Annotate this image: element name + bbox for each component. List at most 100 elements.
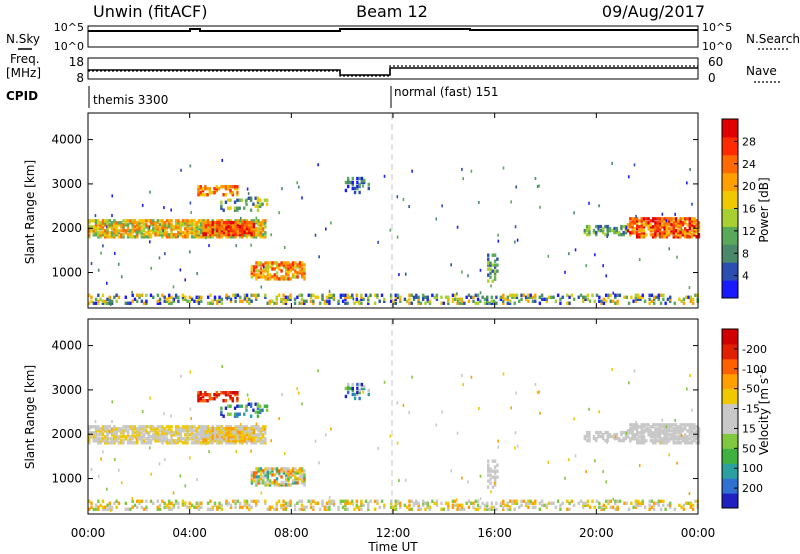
range-cell — [101, 227, 105, 231]
range-cell — [626, 229, 630, 233]
range-cell — [325, 299, 329, 303]
range-cell — [129, 233, 132, 237]
range-cell — [556, 499, 560, 503]
range-cell — [609, 299, 612, 303]
range-cell — [216, 226, 219, 231]
range-cell — [360, 382, 364, 387]
range-cell — [229, 185, 232, 189]
range-cell — [383, 299, 386, 303]
range-cell — [642, 233, 646, 237]
range-cell — [668, 439, 671, 443]
range-cell — [487, 459, 490, 463]
range-cell — [168, 429, 171, 433]
range-cell — [300, 503, 304, 507]
range-cell — [330, 499, 333, 503]
range-cell — [190, 227, 194, 231]
range-cell — [257, 227, 260, 231]
range-cell — [195, 439, 198, 443]
range-cell — [408, 507, 411, 511]
range-cell — [515, 185, 518, 189]
range-cell — [211, 507, 214, 511]
range-cell — [161, 227, 164, 231]
colorbar-cell — [722, 493, 738, 509]
range-cell — [598, 505, 601, 509]
range-cell — [213, 223, 217, 227]
range-cell — [355, 505, 359, 509]
range-cell — [190, 429, 194, 433]
range-cell — [461, 167, 463, 171]
range-cell — [690, 217, 694, 221]
range-cell — [204, 430, 208, 435]
freq-left-tick-bottom: 8 — [76, 71, 84, 85]
range-cell — [694, 293, 697, 297]
range-cell — [220, 219, 224, 223]
range-cell — [254, 295, 258, 299]
range-cell — [697, 221, 701, 225]
range-cell — [275, 471, 279, 475]
range-cell — [188, 505, 192, 509]
range-cell — [236, 393, 239, 397]
range-cell — [591, 293, 594, 297]
range-cell — [271, 261, 274, 265]
range-cell — [264, 431, 267, 435]
range-cell — [200, 441, 203, 445]
range-cell — [383, 174, 386, 178]
range-cell — [674, 225, 678, 229]
range-cell — [670, 425, 673, 429]
range-cell — [220, 226, 224, 231]
colorbar-tick-label: 8 — [742, 247, 749, 260]
range-cell — [356, 382, 359, 387]
range-cell — [189, 456, 191, 460]
range-cell — [651, 227, 655, 231]
range-cell — [688, 286, 691, 290]
range-cell — [244, 296, 246, 300]
range-cell — [697, 431, 701, 435]
range-cell — [113, 439, 116, 443]
range-cell — [356, 184, 359, 189]
range-cell — [106, 429, 109, 433]
range-cell — [149, 441, 153, 445]
range-cell — [149, 435, 153, 439]
range-cell — [296, 263, 299, 267]
range-cell — [297, 185, 300, 189]
range-cell — [174, 429, 178, 433]
range-cell — [552, 295, 555, 299]
range-cell — [597, 434, 600, 439]
range-cell — [287, 473, 290, 477]
range-cell — [206, 434, 210, 439]
range-cell — [238, 235, 242, 239]
range-cell — [458, 503, 461, 507]
range-cell — [531, 295, 535, 299]
range-cell — [248, 222, 251, 227]
range-cell — [514, 431, 517, 435]
range-cell — [106, 219, 109, 223]
range-cell — [133, 503, 137, 507]
range-cell — [690, 235, 694, 239]
range-cell — [195, 295, 198, 299]
range-cell — [689, 168, 691, 172]
range-cell — [225, 428, 228, 433]
range-cell — [145, 505, 148, 509]
range-cell — [250, 441, 253, 445]
range-cell — [654, 433, 657, 437]
range-cell — [291, 471, 295, 475]
range-cell — [168, 221, 171, 225]
range-cell — [227, 187, 230, 191]
range-cell — [483, 503, 487, 507]
range-cell — [148, 225, 151, 229]
range-cell — [133, 431, 137, 435]
range-cell — [222, 220, 226, 225]
range-cell — [491, 475, 495, 479]
range-cell — [161, 429, 164, 433]
range-cell — [421, 297, 425, 301]
range-cell — [255, 483, 258, 487]
range-cell — [250, 271, 254, 275]
range-cell — [410, 293, 413, 297]
colorbar-tick-label: 15 — [742, 422, 756, 435]
range-cell — [172, 285, 175, 289]
range-cell — [252, 202, 255, 206]
range-cell — [142, 301, 146, 305]
range-cell — [307, 293, 310, 297]
range-cell — [602, 507, 606, 511]
range-cell — [415, 293, 418, 297]
